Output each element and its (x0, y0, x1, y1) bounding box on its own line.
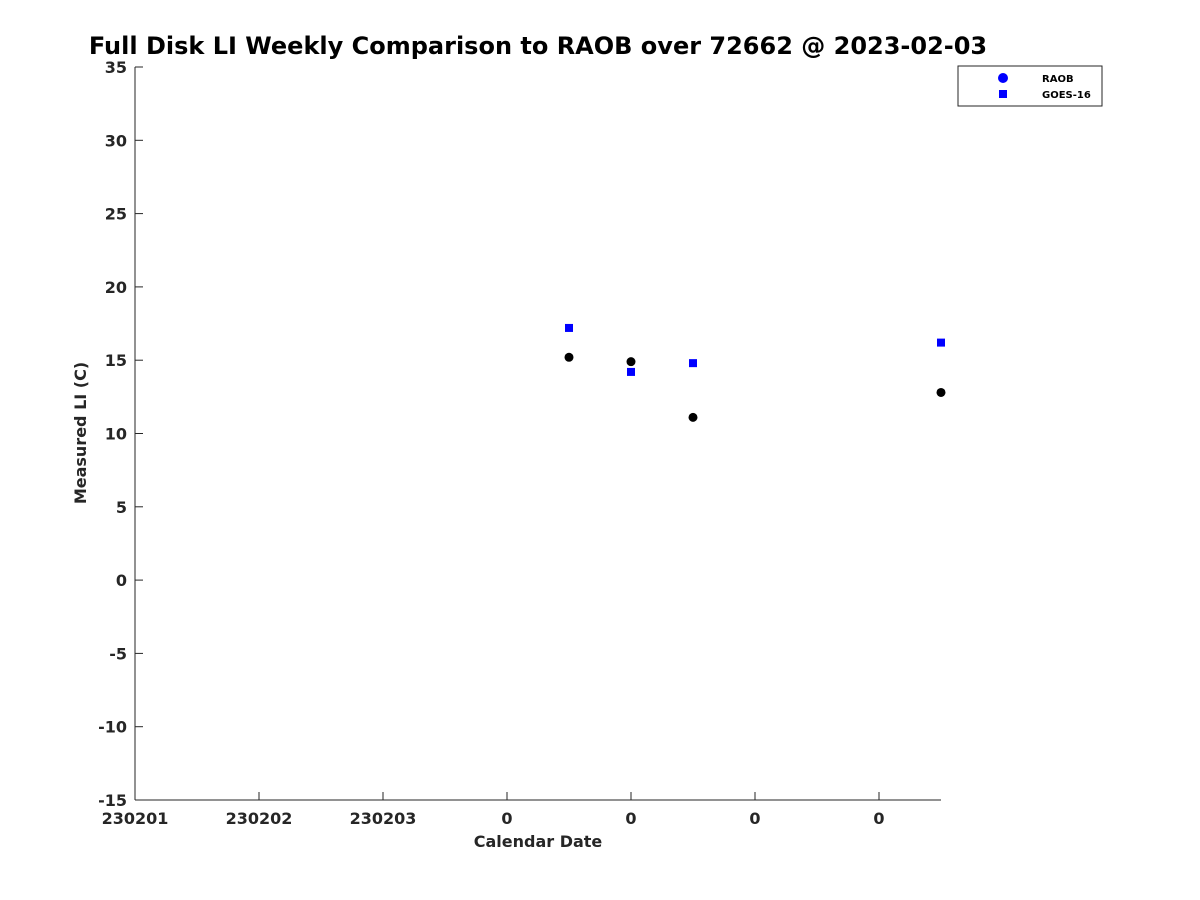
goes-16-point (565, 323, 573, 332)
axes (134, 67, 941, 801)
legend-box (957, 65, 1103, 107)
raob-point (688, 412, 698, 422)
y-tick-label: 0 (116, 571, 127, 590)
y-tick-label: -15 (98, 791, 127, 810)
x-tick-label: 0 (625, 809, 636, 828)
goes-16-point (627, 367, 635, 376)
y-axis-ticks: -15 -10 -5 0 5 10 15 20 25 30 35 (98, 58, 143, 810)
chart-title: Full Disk LI Weekly Comparison to RAOB o… (89, 32, 987, 60)
y-tick-label: 25 (105, 205, 127, 224)
x-tick-label: 0 (501, 809, 512, 828)
x-axis-ticks: 230201 230202 230203 0 0 0 0 (102, 792, 885, 828)
x-axis-label: Calendar Date (474, 832, 603, 851)
legend-marker-goes-16 (999, 90, 1007, 98)
raob-point (626, 357, 636, 367)
x-tick-label: 230203 (350, 809, 417, 828)
legend-marker-raob (998, 73, 1008, 83)
goes-16-point (689, 359, 697, 368)
y-tick-label: -10 (98, 718, 127, 737)
legend-label: RAOB (1042, 74, 1074, 85)
legend-label: GOES-16 (1042, 90, 1091, 101)
y-tick-label: -5 (109, 644, 127, 663)
data-points (564, 323, 946, 422)
y-tick-label: 5 (116, 498, 127, 517)
x-tick-label: 0 (749, 809, 760, 828)
legend: RAOB GOES-16 (957, 65, 1103, 107)
raob-point (564, 352, 574, 362)
x-tick-label: 230201 (102, 809, 169, 828)
goes-16-point (937, 338, 945, 347)
x-tick-label: 230202 (226, 809, 293, 828)
y-tick-label: 30 (105, 131, 127, 150)
x-tick-label: 0 (873, 809, 884, 828)
y-tick-label: 35 (105, 58, 127, 77)
raob-point (936, 387, 946, 397)
y-axis-label: Measured LI (C) (71, 362, 90, 504)
y-tick-label: 15 (105, 351, 127, 370)
y-tick-label: 20 (105, 278, 127, 297)
y-tick-label: 10 (105, 425, 127, 444)
